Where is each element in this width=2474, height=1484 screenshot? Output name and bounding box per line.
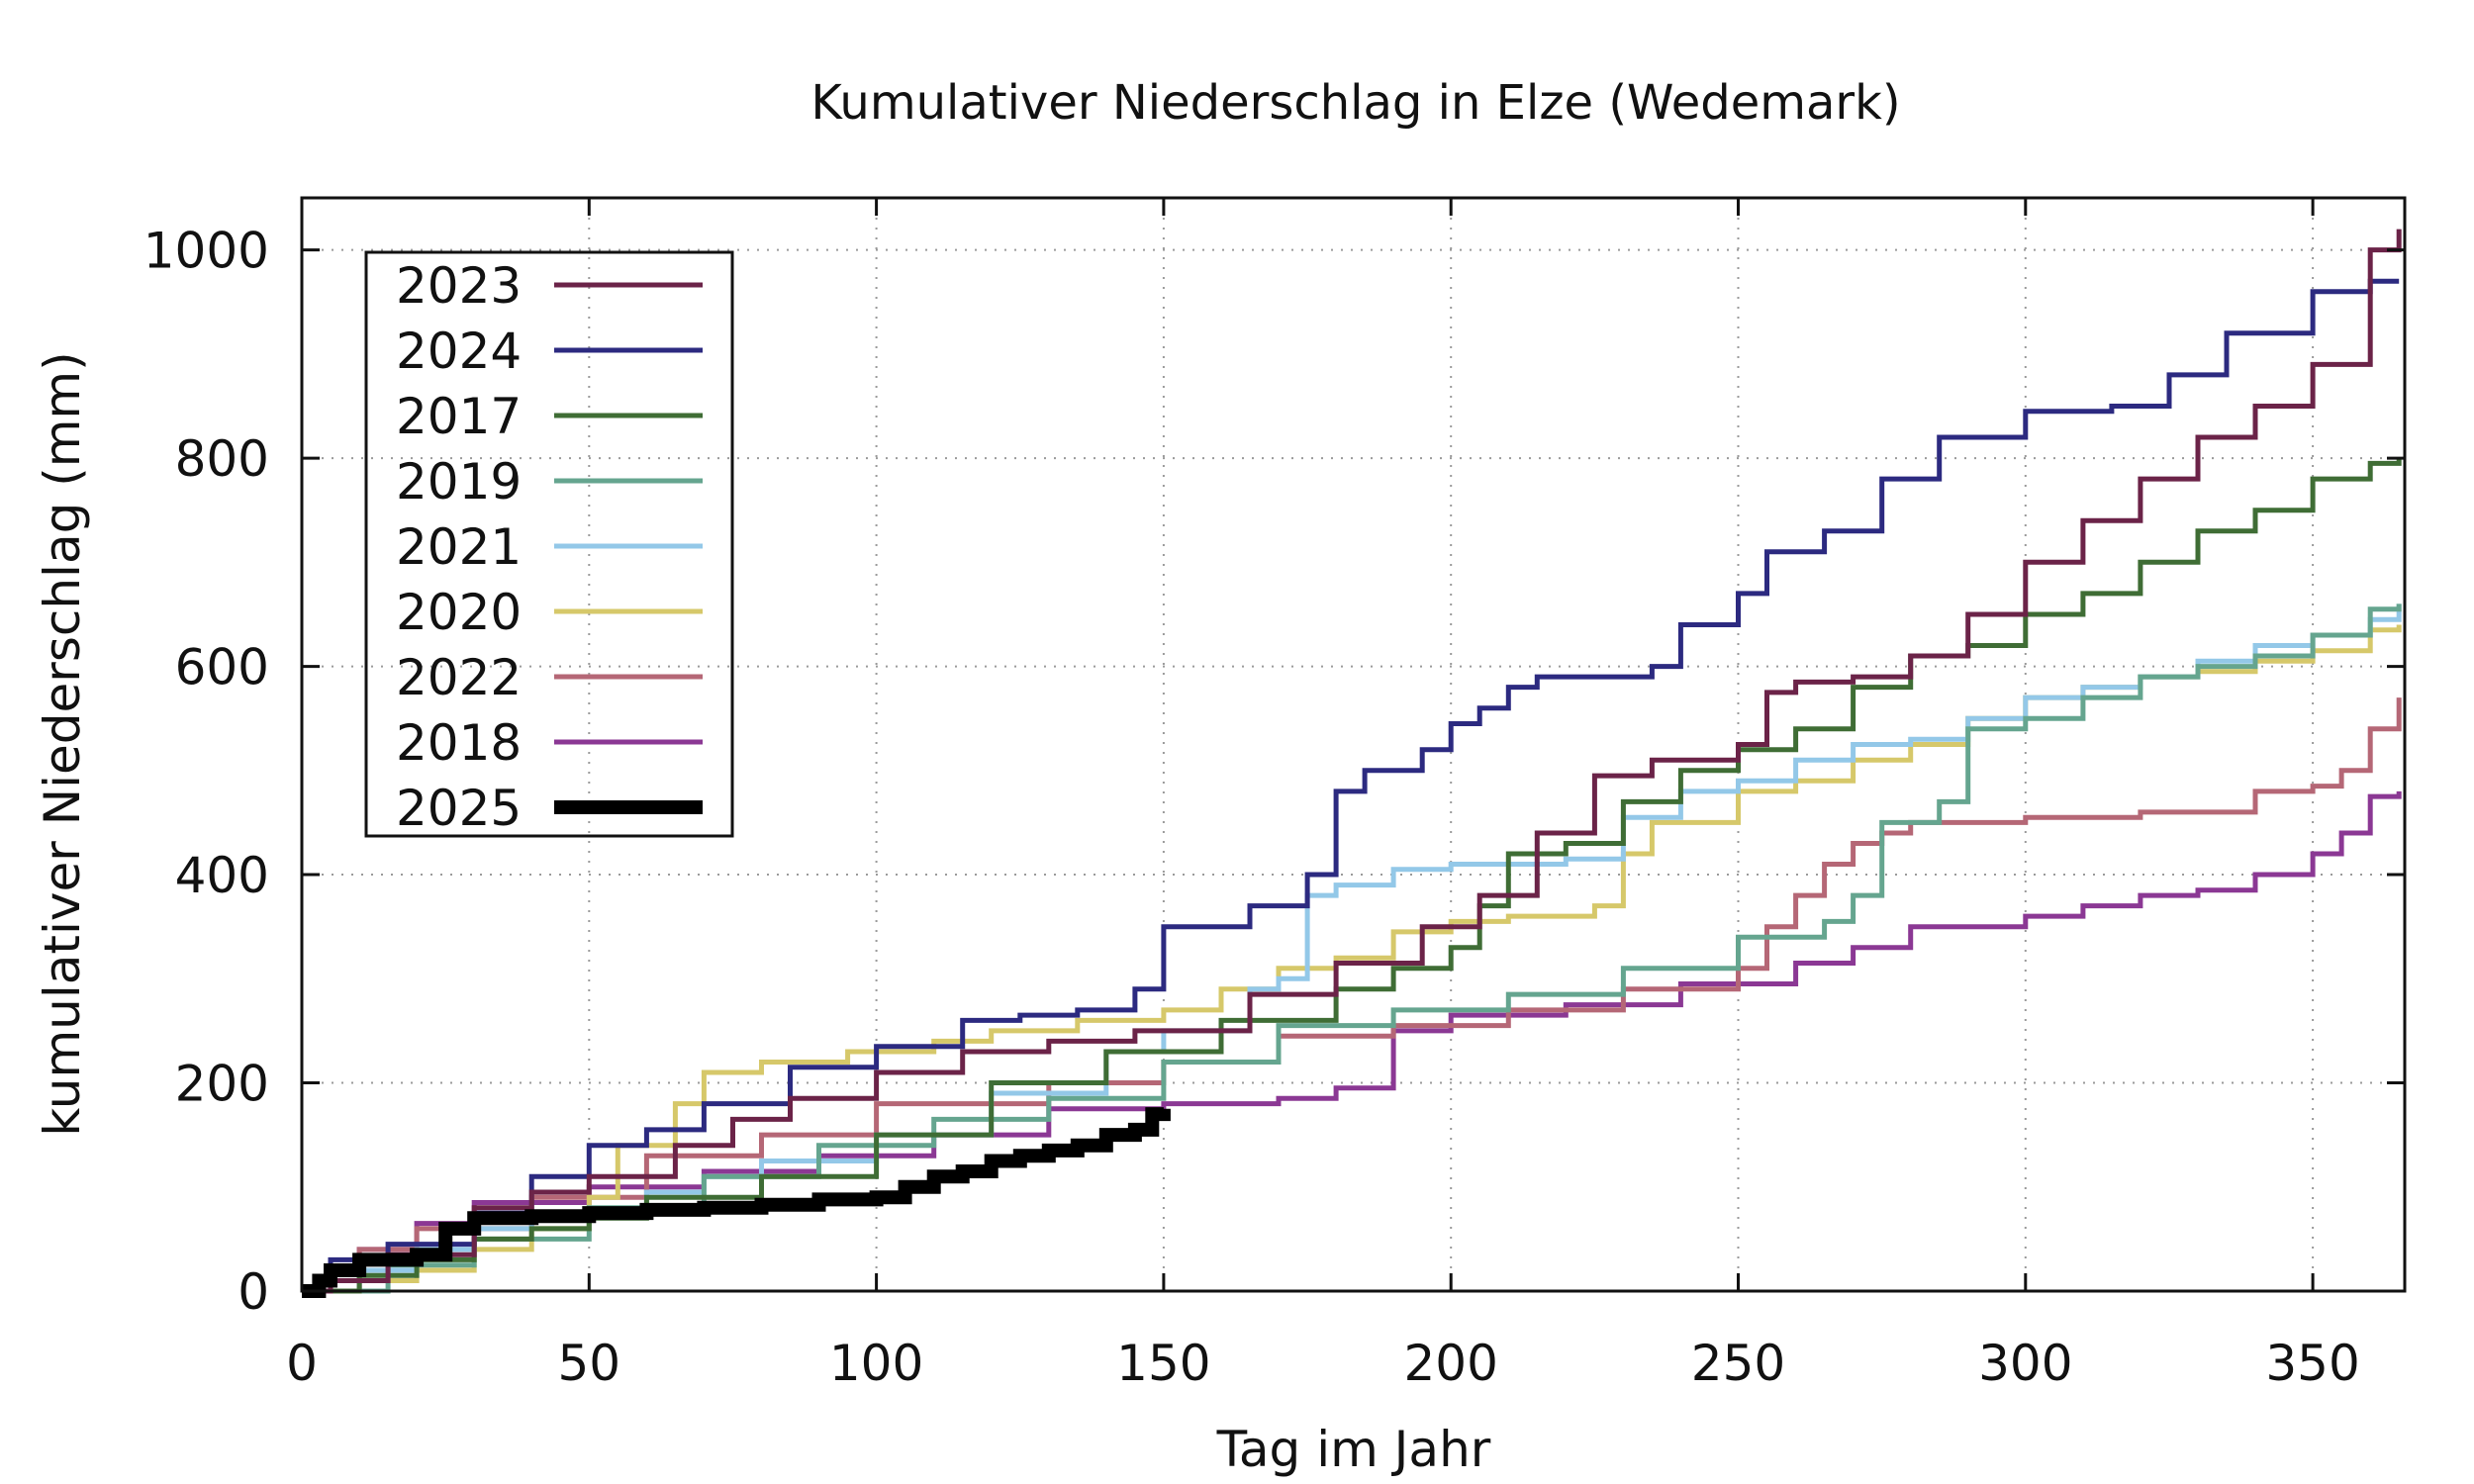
- series-line-2022: [302, 697, 2402, 1294]
- x-tick-label: 50: [557, 1335, 620, 1392]
- x-tick-label: 250: [1691, 1335, 1785, 1392]
- legend-label-2022: 2022: [396, 649, 522, 706]
- legend-label-2018: 2018: [396, 714, 522, 772]
- y-tick-label: 0: [238, 1263, 269, 1321]
- y-tick-label: 1000: [143, 223, 269, 280]
- y-tick-labels: 0 200 400 600 800 1000: [143, 223, 269, 1321]
- x-axis-label: Tag im Jahr: [1216, 1421, 1491, 1478]
- legend-box: [364, 250, 734, 838]
- series-line-2023: [302, 229, 2402, 1294]
- legend-label-2017: 2017: [396, 388, 522, 445]
- y-tick-label: 400: [175, 847, 269, 904]
- legend: 2023 2024 2017 2019 2021 2020 2022 2018 2025: [364, 250, 734, 838]
- series-line-2024: [302, 278, 2400, 1294]
- legend-label-2023: 2023: [396, 257, 522, 315]
- y-tick-label: 800: [175, 430, 269, 488]
- series-lines: [302, 229, 2402, 1298]
- plot-frame: [300, 196, 2407, 1293]
- x-tick-label: 150: [1116, 1335, 1210, 1392]
- legend-label-2021: 2021: [396, 518, 522, 576]
- x-tick-label: 0: [286, 1335, 318, 1392]
- series-line-2020: [302, 624, 2402, 1294]
- x-tick-label: 350: [2265, 1335, 2359, 1392]
- y-axis-label: kumulativer Niederschlag (mm): [34, 351, 91, 1136]
- legend-label-2020: 2020: [396, 584, 522, 641]
- series-line-2025: [302, 1107, 1171, 1298]
- axis-ticks: [300, 198, 2405, 1293]
- y-tick-label: 200: [175, 1056, 269, 1113]
- legend-label-2019: 2019: [396, 453, 522, 510]
- x-tick-label: 100: [829, 1335, 923, 1392]
- x-tick-labels: 0 50 100 150 200 250 300 350: [286, 1335, 2360, 1392]
- legend-label-2024: 2024: [396, 323, 522, 380]
- legend-label-2025: 2025: [396, 780, 522, 837]
- x-tick-label: 300: [1978, 1335, 2072, 1392]
- y-tick-label: 600: [175, 639, 269, 696]
- x-tick-label: 200: [1403, 1335, 1497, 1392]
- chart-title: Kumulativer Niederschlag in Elze (Wedema…: [810, 75, 1900, 131]
